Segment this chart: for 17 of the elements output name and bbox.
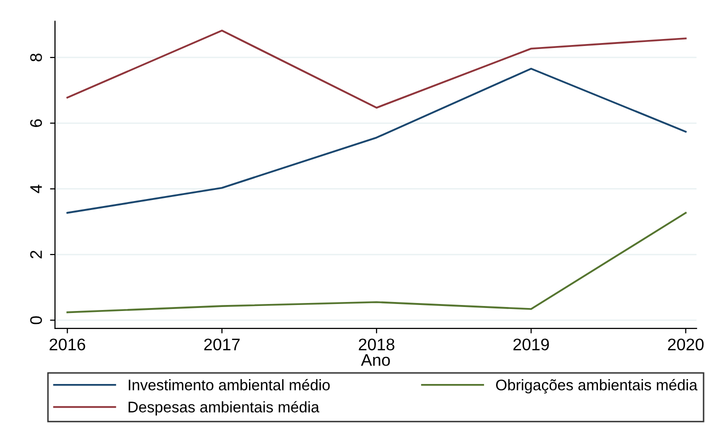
- y-tick-label: 0: [30, 316, 42, 324]
- line-series: [66, 212, 687, 314]
- line-series: [66, 68, 687, 214]
- x-tick-label: 2017: [204, 338, 240, 350]
- legend-label: Investimento ambiental médio: [128, 379, 330, 390]
- y-tick-label: 2: [30, 250, 42, 258]
- x-tick-label: 2020: [668, 338, 704, 350]
- x-axis-title: Ano: [360, 354, 390, 366]
- y-tick-label: 8: [30, 54, 42, 62]
- legend-label: Despesas ambientais média: [128, 401, 320, 416]
- line-series: [66, 30, 687, 109]
- x-tick-label: 2016: [50, 338, 86, 350]
- y-tick-label: 6: [30, 119, 42, 127]
- x-tick-label: 2018: [358, 338, 394, 350]
- y-tick-label: 4: [30, 184, 42, 194]
- legend-label: Obrigações ambientais média: [496, 379, 698, 394]
- x-tick-label: 2019: [513, 338, 549, 350]
